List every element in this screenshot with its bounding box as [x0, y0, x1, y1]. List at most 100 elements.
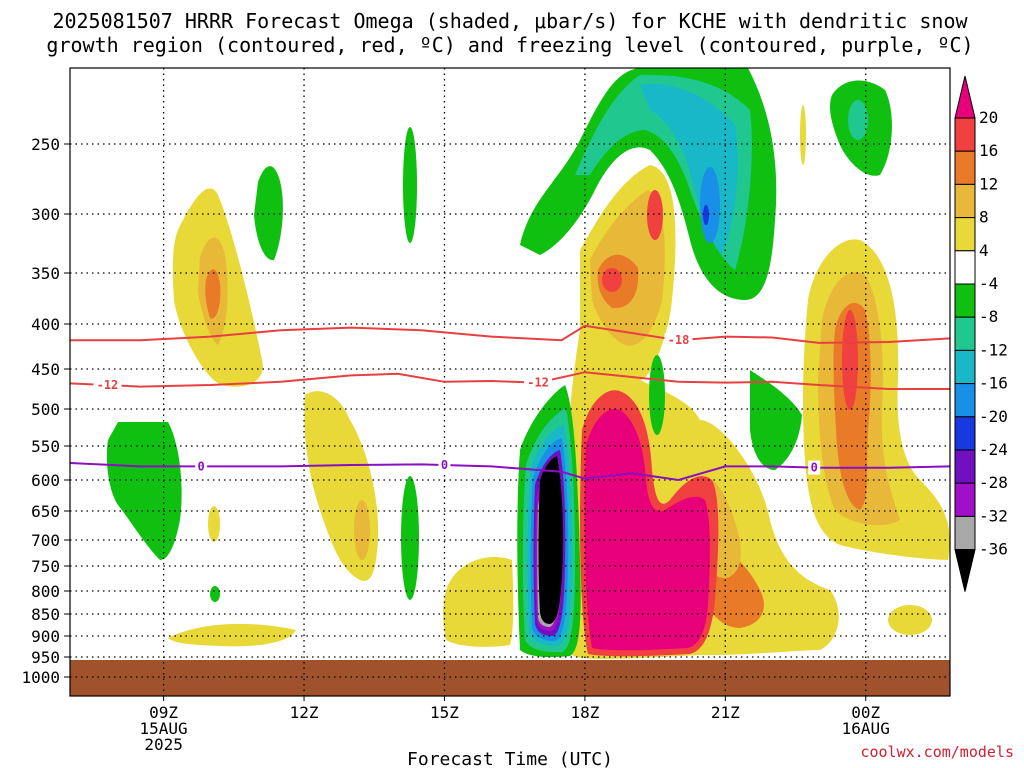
y-tick-label: 350 [31, 264, 60, 283]
contour-line [70, 324, 951, 344]
y-tick-label: 950 [31, 648, 60, 667]
plot-border [69, 67, 951, 697]
colorbar-label: -4 [979, 274, 998, 293]
colorbar-label: -12 [979, 340, 1008, 359]
contour-label-bg [808, 460, 821, 475]
x-tick-label: 16AUG [842, 719, 890, 738]
omega-region-small-yellow-right [888, 605, 932, 635]
colorbar: 20 16 12 8 4 -4 -8 -12 -16 -20 -24 -28 -32 -36 [954, 75, 1008, 592]
colorbar-bottom-arrow [954, 549, 976, 592]
colorbar-swatch [954, 217, 976, 252]
colorbar-swatch [954, 515, 976, 551]
colorbar-label: -28 [979, 473, 1008, 492]
colorbar-label: -36 [979, 540, 1008, 559]
y-axis-ticks: 250 300 350 400 450 500 550 600 650 700 750 800 850 9… [21, 135, 70, 687]
colorbar-label: 8 [979, 208, 989, 227]
x-tick-label: 18Z [570, 703, 599, 722]
contour-label-bg [438, 458, 451, 473]
colorbar-swatch [954, 283, 976, 318]
y-tick-label: 550 [31, 437, 60, 456]
omega-region-upper-left-sinking [254, 166, 283, 261]
omega-region-mid-orange [354, 500, 370, 560]
contour-label: -12 [97, 378, 119, 392]
y-tick-label: 450 [31, 360, 60, 379]
y-tick-label: 400 [31, 315, 60, 334]
colorbar-swatch [954, 150, 976, 185]
temperature-contours: -18 -12 -12 0 0 0 [69, 324, 951, 482]
omega-region-thin-yellow [800, 105, 806, 165]
omega-region-central-red-upper-2 [647, 190, 663, 240]
omega-region-upper-blue [700, 167, 720, 243]
omega-region-sinking-black [538, 456, 563, 624]
contour-line [69, 462, 951, 482]
colorbar-label: 12 [979, 174, 998, 193]
contour-label-bg [524, 375, 553, 390]
colorbar-label: -24 [979, 440, 1008, 459]
contour-label-bg [195, 459, 208, 474]
credit-link[interactable]: coolwx.com/models [860, 743, 1014, 761]
omega-region-mid-green [401, 476, 419, 600]
omega-region-upper-deep-blue [703, 205, 709, 225]
omega-region-right-green-mid [750, 370, 802, 470]
chart-title-line2: growth region (contoured, red, ºC) and f… [46, 33, 973, 57]
omega-region-upper-right-teal [848, 100, 868, 140]
omega-region-small-yellow-1 [208, 506, 220, 542]
x-tick-label: 00Z [851, 703, 880, 722]
omega-region-low-yellow-strip [168, 623, 296, 647]
y-tick-label: 850 [31, 605, 60, 624]
y-tick-label: 600 [31, 471, 60, 490]
omega-region-rising-pink [584, 408, 710, 651]
x-axis-label: Forecast Time (UTC) [407, 749, 613, 768]
plot-area: -18 -12 -12 0 0 0 [69, 67, 951, 697]
colorbar-top-arrow [954, 75, 976, 119]
omega-region-low-yellow-block [443, 557, 514, 647]
y-tick-label: 750 [31, 557, 60, 576]
colorbar-label: -8 [979, 307, 998, 326]
colorbar-swatch [954, 117, 976, 152]
y-tick-label: 900 [31, 627, 60, 646]
contour-label-bg [664, 333, 693, 348]
omega-region-mid-green-small [649, 355, 665, 435]
ground-layer [70, 660, 950, 696]
x-tick-label: 15Z [430, 703, 459, 722]
x-tick-label: 15AUG [140, 719, 188, 738]
contour-label: 0 [811, 461, 818, 475]
x-tick-label: 12Z [290, 703, 319, 722]
colorbar-label: -32 [979, 506, 1008, 525]
y-tick-label: 300 [31, 205, 60, 224]
colorbar-label: -16 [979, 374, 1008, 393]
y-tick-label: 250 [31, 135, 60, 154]
y-tick-label: 500 [31, 400, 60, 419]
omega-region-far-right-red [842, 310, 858, 410]
contour-label: 0 [197, 459, 204, 473]
omega-shading [70, 68, 950, 696]
colorbar-swatch [954, 416, 976, 451]
x-tick-label: 2025 [144, 735, 183, 754]
colorbar-swatch [954, 449, 976, 484]
colorbar-swatch [954, 349, 976, 385]
omega-region-left-sinking [106, 422, 182, 560]
y-tick-label: 1000 [21, 668, 60, 687]
colorbar-label: 4 [979, 241, 989, 260]
contour-label: 0 [441, 458, 448, 472]
chart-title-line1: 2025081507 HRRR Forecast Omega (shaded, … [52, 9, 968, 33]
colorbar-swatch [954, 383, 976, 418]
omega-region-upper-left-max [205, 269, 221, 319]
contour-label: -18 [668, 333, 690, 347]
colorbar-swatch [954, 316, 976, 351]
omega-region-central-red-upper [602, 268, 622, 292]
colorbar-swatch [954, 250, 976, 285]
colorbar-label: 16 [979, 141, 998, 160]
colorbar-label: 20 [979, 108, 998, 127]
colorbar-swatch [954, 183, 976, 219]
colorbar-label: -20 [979, 407, 1008, 426]
omega-region-green-column [403, 127, 417, 243]
contour-label-bg [93, 378, 122, 393]
omega-region-small-green-1 [210, 586, 220, 602]
x-tick-label: 09Z [149, 703, 178, 722]
y-tick-label: 700 [31, 531, 60, 550]
x-tick-label: 21Z [711, 703, 740, 722]
contour-label: -12 [527, 376, 549, 390]
